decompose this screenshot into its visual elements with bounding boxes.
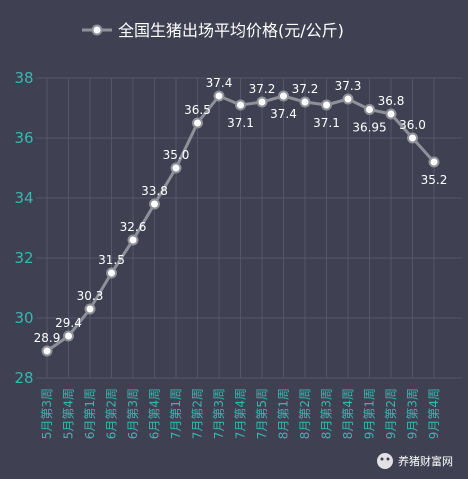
data-point bbox=[299, 96, 311, 108]
data-label: 36.95 bbox=[352, 121, 386, 135]
y-axis-ticks: 28 30 32 34 36 38 bbox=[14, 69, 33, 387]
data-point bbox=[385, 108, 397, 120]
wechat-icon-dot bbox=[380, 457, 384, 461]
data-points bbox=[41, 90, 440, 357]
x-tick-label: 7月第1周 bbox=[169, 388, 183, 439]
data-point bbox=[41, 345, 53, 357]
x-tick-label: 9月第4周 bbox=[427, 388, 441, 439]
y-tick-label: 28 bbox=[14, 369, 33, 387]
watermark-text: 养猪财富网 bbox=[398, 454, 453, 468]
data-label: 37.1 bbox=[227, 116, 254, 130]
data-label: 36.0 bbox=[399, 118, 426, 132]
x-tick-label: 7月第3周 bbox=[212, 388, 226, 439]
data-label: 35.0 bbox=[163, 148, 190, 162]
legend: 全国生猪出场平均价格(元/公斤) bbox=[82, 21, 344, 40]
data-label: 30.3 bbox=[77, 289, 104, 303]
data-label: 36.8 bbox=[378, 94, 405, 108]
data-point bbox=[106, 267, 117, 279]
x-axis-ticks: 5月第3周 5月第4周 6月第1周 6月第2周 6月第3周 6月第4周 7月第1周 7月第2周… bbox=[40, 388, 441, 439]
data-point bbox=[256, 96, 268, 108]
x-tick-label: 9月第1周 bbox=[363, 388, 377, 439]
x-tick-label: 5月第3周 bbox=[40, 388, 54, 439]
data-point bbox=[84, 303, 96, 315]
watermark: 养猪财富网 bbox=[377, 453, 453, 469]
data-label: 37.2 bbox=[292, 82, 319, 96]
data-label: 31.5 bbox=[98, 253, 125, 267]
data-point bbox=[342, 93, 354, 105]
y-tick-label: 36 bbox=[14, 129, 33, 147]
x-tick-label: 5月第4周 bbox=[62, 388, 76, 439]
data-point bbox=[235, 99, 246, 111]
y-tick-label: 34 bbox=[14, 189, 33, 207]
data-point bbox=[364, 104, 375, 115]
data-labels: 28.929.4 30.3 31.5 32.6 33.8 35.0 36.5 37.4 37.1… bbox=[34, 76, 448, 345]
data-label: 37.4 bbox=[270, 107, 297, 121]
data-point bbox=[63, 330, 74, 342]
data-point bbox=[321, 99, 332, 111]
y-tick-label: 38 bbox=[14, 69, 33, 87]
data-point bbox=[407, 132, 418, 144]
x-tick-label: 6月第1周 bbox=[83, 388, 97, 439]
x-tick-label: 8月第2周 bbox=[298, 388, 312, 439]
data-point bbox=[170, 162, 182, 174]
x-tick-label: 7月第5周 bbox=[255, 388, 269, 439]
x-tick-label: 6月第2周 bbox=[105, 388, 119, 439]
data-label: 37.3 bbox=[335, 79, 362, 93]
wechat-icon bbox=[377, 453, 393, 469]
x-tick-label: 8月第1周 bbox=[277, 388, 291, 439]
x-tick-label: 6月第4周 bbox=[148, 388, 162, 439]
data-point bbox=[428, 156, 440, 168]
y-tick-label: 32 bbox=[14, 249, 33, 267]
data-label: 37.2 bbox=[249, 82, 276, 96]
x-tick-label: 6月第3周 bbox=[126, 388, 140, 439]
data-point bbox=[213, 90, 225, 102]
x-tick-label: 7月第4周 bbox=[234, 388, 248, 439]
x-tick-label: 7月第2周 bbox=[191, 388, 205, 439]
data-point bbox=[127, 234, 139, 246]
data-label: 29.4 bbox=[55, 316, 82, 330]
legend-label: 全国生猪出场平均价格(元/公斤) bbox=[118, 21, 344, 40]
x-tick-label: 9月第2周 bbox=[384, 388, 398, 439]
x-tick-label: 8月第4周 bbox=[341, 388, 355, 439]
gridlines bbox=[36, 77, 462, 379]
wechat-icon-dot bbox=[386, 457, 390, 461]
data-point bbox=[192, 117, 203, 129]
data-label: 28.9 bbox=[34, 331, 61, 345]
x-tick-label: 8月第3周 bbox=[320, 388, 334, 439]
data-label: 35.2 bbox=[421, 173, 448, 187]
data-point bbox=[149, 198, 160, 210]
data-label: 37.4 bbox=[206, 76, 233, 90]
data-label: 32.6 bbox=[120, 220, 147, 234]
y-tick-label: 30 bbox=[14, 309, 33, 327]
x-tick-label: 9月第3周 bbox=[406, 388, 420, 439]
legend-marker-icon bbox=[91, 24, 103, 36]
data-label: 36.5 bbox=[184, 103, 211, 117]
data-point bbox=[278, 90, 289, 102]
data-label: 33.8 bbox=[141, 184, 168, 198]
data-label: 37.1 bbox=[313, 116, 340, 130]
